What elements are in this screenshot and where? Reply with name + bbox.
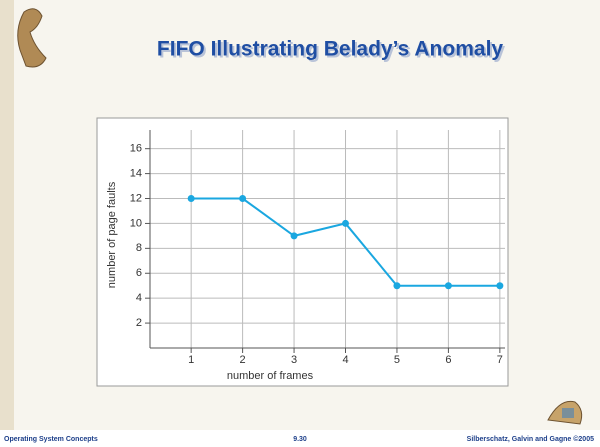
data-point (239, 195, 246, 202)
slide: FIFO Illustrating Belady’s Anomaly FIFO … (0, 0, 600, 447)
chart-frame (97, 118, 508, 386)
x-axis-label: number of frames (227, 370, 314, 382)
data-point (393, 282, 400, 289)
left-stripe (0, 0, 14, 447)
y-tick-label: 16 (130, 143, 142, 155)
x-tick-label: 7 (497, 354, 503, 366)
x-tick-label: 4 (342, 354, 348, 366)
y-tick-label: 10 (130, 217, 142, 229)
y-tick-label: 12 (130, 192, 142, 204)
data-point (188, 195, 195, 202)
y-axis-label: number of page faults (106, 181, 118, 288)
data-point (445, 282, 452, 289)
footer-left: Operating System Concepts (4, 436, 98, 443)
chart-title: FIFO Illustrating Belady’s Anomaly (157, 38, 503, 61)
y-tick-label: 14 (130, 168, 142, 180)
y-tick-label: 4 (136, 292, 142, 304)
x-tick-label: 2 (240, 354, 246, 366)
x-tick-label: 5 (394, 354, 400, 366)
y-tick-label: 8 (136, 242, 142, 254)
y-tick-label: 2 (136, 317, 142, 329)
data-point (342, 220, 349, 227)
footer-page: 9.30 (293, 436, 307, 443)
data-point (291, 232, 298, 239)
y-tick-label: 6 (136, 267, 142, 279)
x-tick-label: 6 (445, 354, 451, 366)
footer-right: Silberschatz, Galvin and Gagne ©2005 (467, 435, 594, 443)
x-tick-label: 3 (291, 354, 297, 366)
data-point (496, 282, 503, 289)
x-tick-label: 1 (188, 354, 194, 366)
